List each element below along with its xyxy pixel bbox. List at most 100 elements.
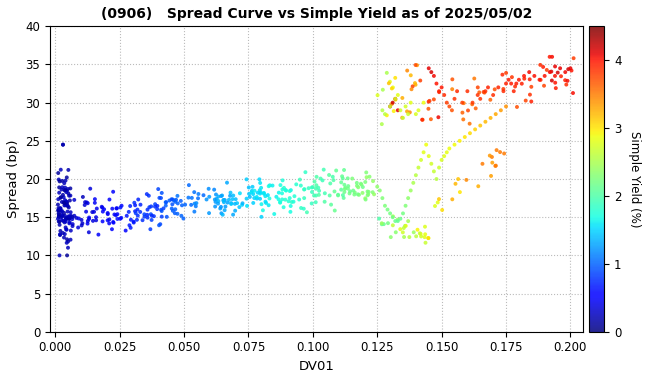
Point	[313, 185, 324, 191]
Point	[512, 104, 522, 110]
Point	[336, 179, 346, 185]
Point	[63, 245, 73, 251]
Point	[216, 193, 226, 199]
Point	[99, 206, 109, 212]
Point	[72, 215, 82, 221]
Point	[229, 201, 240, 207]
Point	[246, 190, 257, 196]
Point	[419, 100, 429, 106]
Point	[563, 66, 573, 72]
Point	[79, 202, 90, 208]
Point	[275, 199, 285, 205]
Point	[155, 221, 166, 227]
Point	[58, 142, 68, 148]
Point	[324, 172, 334, 178]
Point	[289, 199, 299, 205]
Point	[62, 209, 73, 215]
Point	[540, 73, 550, 79]
Point	[63, 238, 73, 244]
Point	[116, 203, 127, 209]
Point	[444, 103, 454, 109]
Point	[64, 216, 74, 222]
Point	[211, 196, 222, 202]
Point	[112, 205, 122, 211]
Point	[172, 193, 183, 199]
Point	[415, 230, 425, 236]
Point	[376, 221, 387, 227]
Point	[58, 234, 69, 241]
Point	[447, 196, 458, 203]
Point	[279, 185, 289, 191]
Point	[304, 185, 314, 191]
Point	[360, 179, 370, 185]
Point	[337, 176, 348, 182]
Point	[367, 189, 378, 195]
Point	[331, 168, 341, 174]
Point	[60, 197, 70, 203]
Point	[465, 130, 475, 136]
Point	[139, 214, 150, 220]
Point	[285, 195, 295, 201]
Point	[142, 212, 153, 218]
Point	[225, 193, 235, 199]
Point	[88, 218, 98, 224]
Point	[333, 192, 343, 198]
Point	[112, 211, 123, 217]
Point	[550, 63, 560, 70]
Point	[503, 77, 514, 83]
Point	[385, 103, 395, 109]
Point	[60, 217, 71, 223]
Point	[193, 191, 203, 197]
Point	[260, 199, 270, 205]
Point	[447, 86, 458, 92]
Point	[133, 196, 144, 203]
Point	[380, 203, 390, 209]
Point	[311, 199, 321, 205]
Point	[147, 212, 157, 218]
Point	[465, 120, 475, 127]
Point	[124, 222, 135, 228]
Point	[63, 167, 73, 173]
Point	[535, 62, 545, 68]
Point	[152, 203, 162, 209]
Point	[417, 117, 427, 123]
Point	[361, 174, 372, 180]
Point	[215, 206, 226, 212]
Point	[137, 217, 148, 223]
Point	[59, 200, 70, 206]
Point	[125, 217, 136, 223]
Point	[539, 83, 549, 89]
Point	[388, 213, 398, 219]
Point	[485, 152, 495, 158]
Point	[53, 196, 64, 202]
Point	[172, 211, 183, 217]
Point	[378, 221, 389, 227]
Point	[403, 195, 413, 201]
Point	[568, 90, 578, 96]
Point	[249, 195, 259, 201]
Point	[219, 199, 229, 205]
Point	[104, 220, 114, 226]
Point	[218, 212, 228, 218]
Point	[275, 200, 285, 206]
Point	[441, 149, 452, 155]
Point	[309, 179, 320, 185]
Point	[400, 203, 411, 209]
Point	[497, 71, 508, 78]
Point	[133, 212, 143, 218]
Point	[61, 226, 72, 233]
Point	[84, 214, 94, 220]
Point	[382, 112, 392, 118]
Point	[311, 182, 322, 188]
Point	[255, 190, 265, 196]
Point	[198, 192, 209, 198]
Point	[498, 86, 508, 92]
Point	[53, 201, 63, 207]
Point	[404, 234, 415, 240]
Point	[154, 222, 164, 228]
Point	[483, 84, 493, 90]
Point	[132, 217, 142, 223]
Point	[77, 220, 88, 226]
Point	[135, 202, 146, 208]
Point	[343, 183, 354, 189]
